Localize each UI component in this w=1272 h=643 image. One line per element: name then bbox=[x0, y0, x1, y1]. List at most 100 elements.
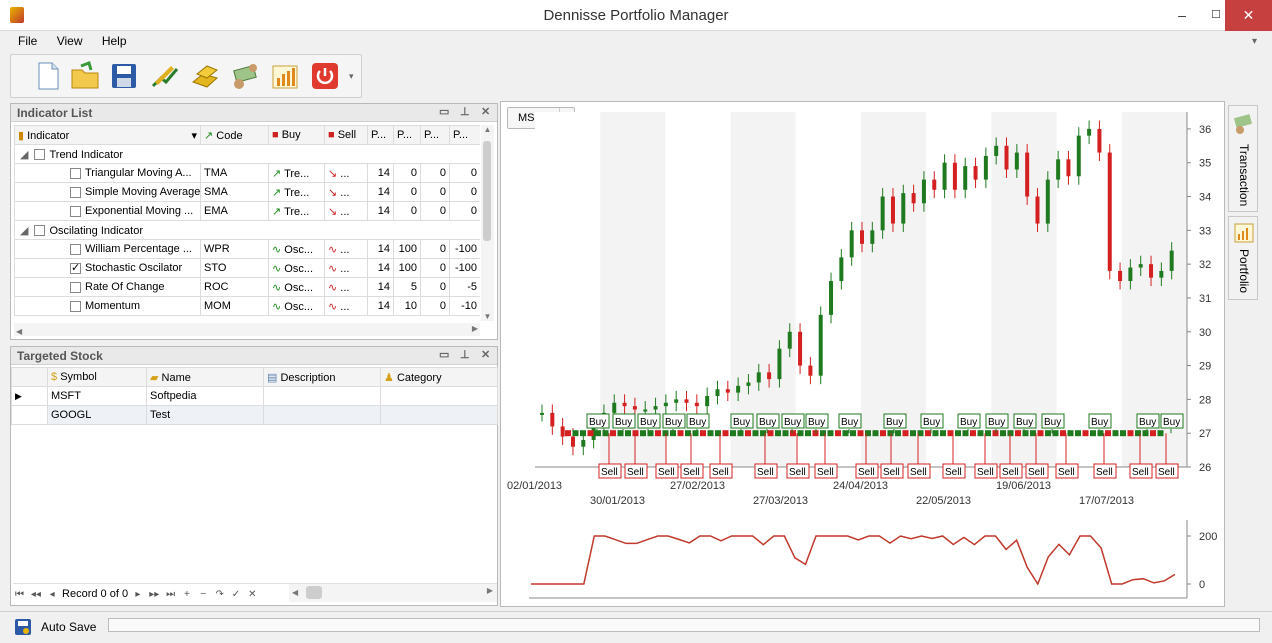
targeted-stock-title: Targeted Stock bbox=[17, 349, 103, 363]
bar-chart-icon[interactable] bbox=[269, 60, 301, 92]
col-buy[interactable]: ■ Buy bbox=[268, 125, 325, 145]
row-checkbox[interactable] bbox=[70, 167, 81, 179]
price-chart[interactable]: 36 35 34 33 32 31 30 29 28 27 26 02/01/2013 27/02/20… bbox=[501, 102, 1224, 510]
chart-pen-icon[interactable] bbox=[149, 60, 181, 92]
cancel-icon[interactable]: ✕ bbox=[248, 589, 257, 600]
panel-pin-icon[interactable]: ⊥ bbox=[460, 106, 470, 118]
save-icon[interactable] bbox=[108, 60, 140, 92]
scrollbar-thumb[interactable] bbox=[483, 141, 491, 241]
col-p4[interactable]: P... bbox=[449, 125, 480, 145]
table-row[interactable]: Momentum MOM ∿ Osc... ∿ ... 14 10 0 -10 bbox=[14, 296, 480, 316]
row-checkbox[interactable] bbox=[70, 186, 81, 198]
menu-file[interactable]: File bbox=[18, 34, 38, 48]
prev-record-icon[interactable]: ◂ bbox=[49, 589, 55, 600]
signal-marker bbox=[1082, 430, 1089, 437]
buy-label: Buy bbox=[589, 417, 606, 428]
panel-close-icon[interactable]: ✕ bbox=[481, 106, 491, 118]
col-code[interactable]: ↗ Code bbox=[200, 125, 269, 145]
add-record-icon[interactable]: + bbox=[184, 589, 190, 600]
table-row[interactable]: William Percentage ... WPR ∿ Osc... ∿ ..… bbox=[14, 239, 480, 259]
col-symbol[interactable]: $ Symbol bbox=[47, 367, 147, 387]
new-file-icon[interactable] bbox=[32, 60, 64, 92]
table-row[interactable]: Rate Of Change ROC ∿ Osc... ∿ ... 14 5 0 -5 bbox=[14, 277, 480, 297]
signal-marker bbox=[730, 430, 736, 437]
signal-marker bbox=[715, 430, 721, 437]
sell-label-box bbox=[1093, 463, 1117, 479]
grid-hscrollbar[interactable]: ◀ ▶ bbox=[289, 584, 497, 602]
power-off-icon[interactable] bbox=[309, 60, 341, 92]
col-description[interactable]: ▤ Description bbox=[263, 367, 381, 387]
x-tick-label: 02/01/2013 bbox=[507, 480, 562, 492]
table-row[interactable]: Simple Moving Average SMA ↗ Tre... ↘ ...… bbox=[14, 182, 480, 202]
table-row[interactable]: ✓ Stochastic Oscilator STO ∿ Osc... ∿ ...… bbox=[14, 258, 480, 278]
row-checkbox[interactable] bbox=[70, 300, 81, 312]
group-row[interactable]: ◢ Trend Indicator bbox=[14, 144, 480, 164]
buy-label: Buy bbox=[841, 417, 858, 428]
maximize-button[interactable]: ☐ bbox=[1211, 9, 1221, 21]
next-record-icon[interactable]: ▸ bbox=[135, 589, 141, 600]
collapse-icon[interactable]: ◢ bbox=[20, 224, 29, 237]
menu-help[interactable]: Help bbox=[101, 34, 127, 48]
minimize-button[interactable]: – bbox=[1178, 7, 1186, 23]
col-sell[interactable]: ■ Sell bbox=[324, 125, 368, 145]
signal-marker bbox=[1037, 430, 1044, 437]
col-p3[interactable]: P... bbox=[420, 125, 450, 145]
open-folder-icon[interactable] bbox=[69, 60, 101, 92]
group-checkbox[interactable] bbox=[34, 225, 46, 237]
row-checkbox[interactable] bbox=[70, 281, 81, 293]
prev-page-icon[interactable]: ◂◂ bbox=[30, 589, 41, 600]
x-tick-label: 27/02/2013 bbox=[670, 480, 725, 492]
col-category[interactable]: ♟ Category bbox=[380, 367, 498, 387]
signal-marker bbox=[857, 430, 864, 437]
panel-pin-icon[interactable]: ⊥ bbox=[460, 349, 470, 361]
last-record-icon[interactable]: ⏭ bbox=[166, 589, 176, 600]
hscroll-thumb[interactable] bbox=[306, 586, 322, 599]
panel-float-icon[interactable]: ▭ bbox=[439, 349, 450, 361]
row-checkbox[interactable] bbox=[70, 243, 81, 255]
signal-marker bbox=[1000, 430, 1006, 437]
table-row[interactable]: GOOGL Test bbox=[11, 405, 498, 425]
refresh-icon[interactable]: ↷ bbox=[215, 589, 224, 600]
sell-label-box bbox=[1025, 463, 1049, 479]
horizontal-scrollbar[interactable]: ◀ ▶ bbox=[14, 323, 480, 336]
signal-marker bbox=[970, 430, 976, 437]
delete-record-icon[interactable]: − bbox=[200, 589, 207, 600]
col-p2[interactable]: P... bbox=[393, 125, 421, 145]
group-checkbox[interactable] bbox=[34, 149, 46, 161]
sell-label: Sell bbox=[757, 467, 774, 478]
panel-float-icon[interactable]: ▭ bbox=[439, 106, 450, 118]
col-name[interactable]: ▰ Name bbox=[146, 367, 264, 387]
buy-label: Buy bbox=[923, 417, 940, 428]
osc-y-tick-label: 0 bbox=[1199, 579, 1205, 591]
tab-transaction[interactable]: Transaction bbox=[1228, 105, 1258, 212]
buy-label-box bbox=[985, 413, 1009, 429]
close-button[interactable]: ✕ bbox=[1225, 0, 1272, 31]
table-row[interactable]: Exponential Moving ... EMA ↗ Tre... ↘ ..… bbox=[14, 201, 480, 221]
table-row[interactable]: ▶ MSFT Softpedia bbox=[11, 386, 498, 406]
row-checkbox-checked[interactable]: ✓ bbox=[70, 261, 81, 274]
signal-marker bbox=[872, 430, 879, 437]
sell-label-box bbox=[754, 463, 778, 479]
toolbar-overflow-icon[interactable]: ▾ bbox=[349, 71, 354, 81]
menu-view[interactable]: View bbox=[56, 34, 83, 48]
group-row[interactable]: ◢ Oscilating Indicator bbox=[14, 220, 480, 240]
panel-close-icon[interactable]: ✕ bbox=[481, 349, 491, 361]
ribbon-expand-icon[interactable]: ▾ bbox=[1252, 36, 1258, 47]
col-indicator[interactable]: ▮ Indicator ▾ bbox=[14, 125, 201, 145]
signal-marker bbox=[580, 430, 586, 437]
row-checkbox[interactable] bbox=[70, 205, 81, 217]
gold-bars-icon[interactable] bbox=[189, 60, 221, 92]
sell-label: Sell bbox=[858, 467, 875, 478]
first-record-icon[interactable]: ⏮ bbox=[15, 589, 24, 600]
candle-body bbox=[1014, 152, 1019, 170]
col-p1[interactable]: P... bbox=[367, 125, 394, 145]
confirm-icon[interactable]: ✓ bbox=[231, 589, 241, 600]
tab-portfolio[interactable]: Portfolio bbox=[1228, 216, 1258, 300]
signal-marker bbox=[917, 430, 924, 437]
vertical-scrollbar[interactable]: ▲ ▼ bbox=[481, 125, 494, 321]
table-row[interactable]: Triangular Moving A... TMA ↗ Tre... ↘ ..… bbox=[14, 163, 480, 183]
collapse-icon[interactable]: ◢ bbox=[20, 148, 29, 161]
next-page-icon[interactable]: ▸▸ bbox=[149, 589, 160, 600]
money-exchange-icon[interactable] bbox=[229, 60, 261, 92]
